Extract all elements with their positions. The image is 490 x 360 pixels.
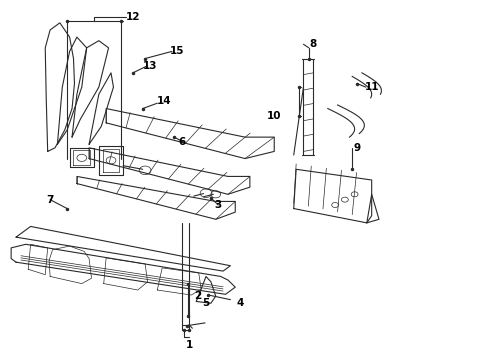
Text: 14: 14	[157, 96, 172, 107]
Text: 4: 4	[237, 298, 244, 308]
Text: 5: 5	[202, 298, 210, 308]
Text: 9: 9	[353, 143, 361, 153]
Text: 6: 6	[178, 138, 185, 148]
Text: 2: 2	[194, 291, 201, 301]
Text: 8: 8	[310, 39, 317, 49]
Text: 11: 11	[365, 82, 379, 92]
Text: 12: 12	[126, 13, 140, 22]
Text: 15: 15	[170, 46, 184, 57]
Text: 1: 1	[185, 340, 193, 350]
Text: 10: 10	[267, 111, 281, 121]
Text: 13: 13	[143, 61, 157, 71]
Text: 3: 3	[215, 200, 222, 210]
Text: 7: 7	[47, 195, 54, 204]
